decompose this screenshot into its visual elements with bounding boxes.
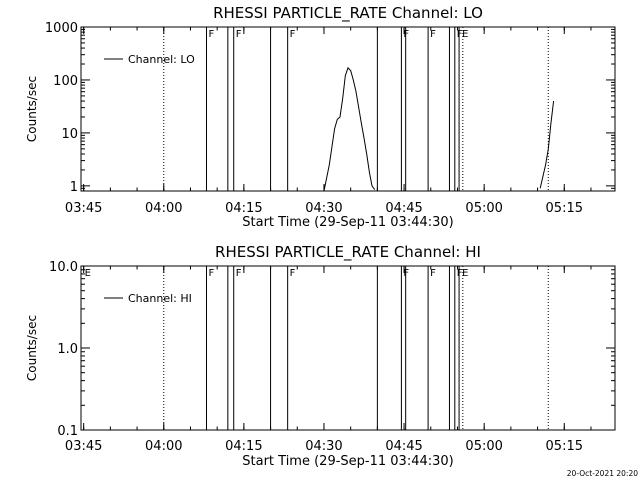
x-tick-label: 03:45: [65, 439, 102, 454]
x-tick-label: 04:30: [305, 201, 342, 216]
hi-channel-panel: RHESSI PARTICLE_RATE Channel: HI 03:45 04:…: [25, 243, 616, 469]
legend-label: Channel: HI: [128, 292, 192, 305]
x-tick-label: 03:45: [65, 201, 102, 216]
x-tick-label: 04:30: [305, 439, 342, 454]
flag-label: E: [85, 268, 91, 279]
flag-label: F: [290, 29, 296, 40]
flag-label: F: [457, 268, 463, 279]
plot-frame: [80, 265, 616, 431]
flag-label: F: [403, 29, 409, 40]
flag-label: F: [403, 268, 409, 279]
x-tick-label: 04:15: [225, 201, 262, 216]
flag-label: F: [430, 268, 436, 279]
lo-channel-panel: RHESSI PARTICLE_RATE Channel: LO 03:45 04:…: [25, 4, 616, 230]
y-tick-label: 1000: [45, 21, 78, 36]
flag-label: F: [208, 29, 214, 40]
x-tick-label: 04:45: [385, 201, 422, 216]
x-tick-label: 04:15: [225, 439, 262, 454]
x-tick-label: 04:45: [385, 439, 422, 454]
x-axis-label: Start Time (29-Sep-11 03:44:30): [242, 454, 453, 469]
y-tick-label: 0.1: [57, 424, 78, 439]
flag-label: F: [430, 29, 436, 40]
flag-label: F: [208, 268, 214, 279]
flag-label: E: [462, 29, 468, 40]
y-axis-label: Counts/sec: [25, 76, 39, 142]
flag-label: F: [457, 29, 463, 40]
x-tick-label: 05:00: [465, 201, 502, 216]
y-tick-label: 100: [53, 74, 78, 89]
chart-title: RHESSI PARTICLE_RATE Channel: HI: [215, 243, 481, 262]
y-axis-label: Counts/sec: [25, 315, 39, 381]
flag-label: F: [236, 29, 242, 40]
x-tick-label: 05:15: [546, 439, 583, 454]
legend-label: Channel: LO: [128, 53, 195, 66]
chart-title: RHESSI PARTICLE_RATE Channel: LO: [213, 4, 483, 23]
series-line: [323, 66, 376, 192]
x-axis-label: Start Time (29-Sep-11 03:44:30): [242, 215, 453, 230]
flag-label: F: [290, 268, 296, 279]
y-tick-label: 10: [61, 127, 78, 142]
y-tick-label: 1.0: [57, 342, 78, 357]
y-tick-label: 10.0: [49, 260, 78, 275]
series-line: [539, 100, 555, 189]
y-tick-label: 1: [70, 180, 78, 195]
x-tick-label: 04:00: [145, 201, 182, 216]
x-tick-label: 05:00: [465, 439, 502, 454]
x-tick-label: 05:15: [546, 201, 583, 216]
plot-frame: [80, 26, 616, 192]
footer-timestamp: 20-Oct-2021 20:20: [567, 469, 638, 478]
x-tick-label: 04:00: [145, 439, 182, 454]
flag-label: E: [462, 268, 468, 279]
flag-label: F: [236, 268, 242, 279]
